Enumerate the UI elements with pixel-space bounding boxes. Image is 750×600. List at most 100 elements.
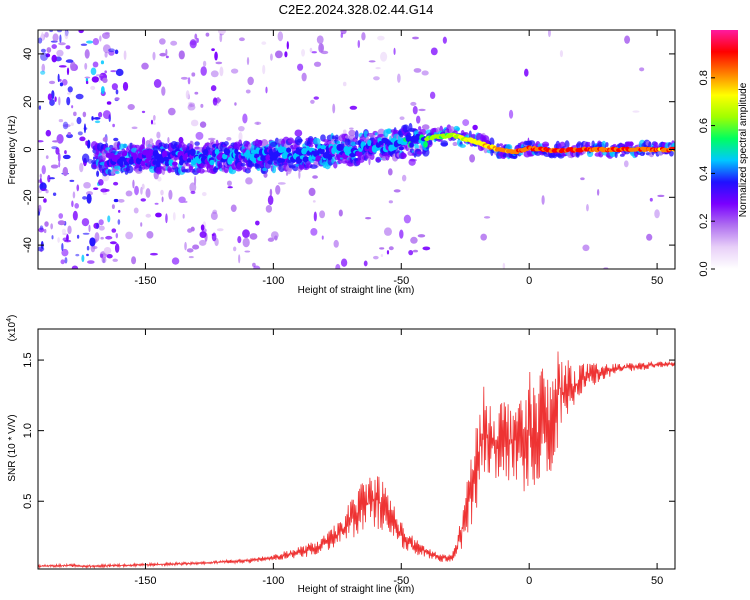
spectrogram-noise-blob <box>51 54 57 63</box>
spectrogram-noise-blob <box>215 61 223 65</box>
spectrogram-band-blob <box>307 143 314 148</box>
spectrogram-noise-blob <box>252 262 256 268</box>
spectrogram-noise-blob <box>294 129 303 137</box>
spectrogram-noise-blob <box>183 200 188 203</box>
spectrogram-noise-blob <box>333 239 339 248</box>
snr-background <box>38 329 675 569</box>
spectrogram-noise-blob <box>297 63 304 71</box>
spectrogram-noise-blob <box>178 50 185 60</box>
spectrogram-noise-blob <box>69 179 75 182</box>
spectrogram-noise-blob <box>245 177 253 185</box>
x-tick-label: -50 <box>393 275 409 287</box>
spectrogram-noise-blob <box>182 213 185 219</box>
spectrogram-noise-blob <box>321 235 324 240</box>
spectrogram-noise-blob <box>247 76 254 86</box>
spectrogram-noise-blob <box>379 247 385 250</box>
spectrogram-noise-blob <box>319 210 326 219</box>
spectrogram-noise-blob <box>102 137 108 143</box>
spectrogram-band-blob <box>158 169 163 174</box>
snr-panel: -150 -100 -50 0 50 0.5 1.0 1.5 Height of strai… <box>6 315 676 595</box>
spectrogram-noise-blob <box>96 170 100 177</box>
spectrogram-noise-blob <box>40 48 46 53</box>
spectrogram-noise-blob <box>90 67 97 76</box>
spectrogram-noise-blob <box>165 213 168 224</box>
spectrogram-noise-blob <box>388 246 394 251</box>
spectrogram-noise-blob <box>312 200 316 203</box>
spectrogram-noise-blob <box>524 68 529 77</box>
spectrogram-noise-blob <box>308 187 316 197</box>
spectrogram-noise-blob <box>83 181 91 189</box>
spectrogram-noise-blob <box>265 86 268 94</box>
spectrogram-noise-blob <box>657 194 665 198</box>
spectrogram-band-blob <box>114 171 120 175</box>
spectrogram-noise-blob <box>340 32 344 38</box>
spectrogram-noise-blob <box>218 30 226 35</box>
spectrogram-noise-blob <box>104 51 108 58</box>
spectrogram-noise-blob <box>110 70 117 73</box>
spectrogram-noise-blob <box>161 86 166 96</box>
spectrogram-noise-blob <box>66 133 73 139</box>
spectrogram-noise-blob <box>112 258 118 262</box>
spectrogram-noise-blob <box>349 127 354 130</box>
spectrogram-noise-blob <box>301 72 307 82</box>
spectrogram-noise-blob <box>51 146 58 150</box>
spectrogram-noise-blob <box>141 183 145 190</box>
spectrogram-noise-blob <box>211 232 217 242</box>
spectrogram-band-blob <box>354 130 359 140</box>
spectrogram-noise-blob <box>320 43 323 53</box>
spectrogram-noise-blob <box>93 117 101 120</box>
spectrogram-noise-blob <box>332 103 336 114</box>
spectrogram-noise-blob <box>335 263 341 269</box>
spectrogram-noise-blob <box>172 212 176 221</box>
spectrogram-band-blob <box>541 141 550 148</box>
spectrogram-noise-blob <box>95 74 104 77</box>
spectrogram-noise-blob <box>508 109 514 119</box>
spectrogram-noise-blob <box>122 81 129 91</box>
spectrogram-noise-blob <box>254 121 262 125</box>
spectrogram-noise-blob <box>123 50 127 61</box>
spectrogram-noise-blob <box>62 237 68 242</box>
spectrogram-noise-blob <box>226 180 232 187</box>
spectrogram-noise-blob <box>309 47 313 53</box>
spectrogram-noise-blob <box>195 131 204 140</box>
spectrogram-noise-blob <box>89 237 96 247</box>
spectrogram-noise-blob <box>646 233 653 241</box>
spectrogram-noise-blob <box>249 233 258 240</box>
spectrogram-noise-blob <box>127 104 135 110</box>
spectrogram-band-blob <box>240 162 246 167</box>
spectrogram-ridge-blob <box>196 159 202 164</box>
spectrogram-noise-blob <box>230 68 239 74</box>
snr-y-multiplier-exponent: 4 <box>6 318 13 322</box>
spectrogram-noise-blob <box>422 246 431 251</box>
spectrogram-noise-blob <box>78 30 84 34</box>
spectrogram-noise-blob <box>393 189 401 193</box>
spectrogram-noise-blob <box>81 153 90 163</box>
spectrogram-noise-blob <box>51 235 54 240</box>
spectrogram-noise-blob <box>41 63 46 73</box>
spectrogram-band-blob <box>163 143 170 150</box>
spectrogram-noise-blob <box>357 39 361 49</box>
spectrogram-noise-blob <box>310 227 318 236</box>
spectrogram-noise-blob <box>212 209 218 215</box>
spectrogram-noise-blob <box>76 234 80 239</box>
spectrogram-noise-blob <box>82 232 90 235</box>
spectrogram-noise-blob <box>267 237 275 242</box>
spectrogram-noise-blob <box>388 200 393 204</box>
spectrogram-band-blob <box>223 141 229 146</box>
spectrogram-noise-blob <box>65 59 74 63</box>
spectrogram-ridge-blob <box>308 155 313 162</box>
spectrogram-ridge-blob <box>260 155 266 162</box>
spectrogram-noise-blob <box>246 57 250 66</box>
spectrogram-noise-blob <box>134 185 139 196</box>
spectrogram-noise-blob <box>39 177 42 184</box>
spectrogram-noise-blob <box>368 60 376 63</box>
spectrogram-noise-blob <box>275 184 281 195</box>
spectrogram-noise-blob <box>472 124 478 131</box>
spectrogram-noise-blob <box>66 96 71 106</box>
spectrogram-ridge-blob <box>409 142 414 148</box>
spectrogram-noise-blob <box>114 243 120 253</box>
spectrogram-band-blob <box>297 138 303 143</box>
spectrogram-noise-blob <box>399 116 405 120</box>
spectrogram-noise-blob <box>57 237 60 243</box>
spectrogram-noise-blob <box>106 253 113 259</box>
